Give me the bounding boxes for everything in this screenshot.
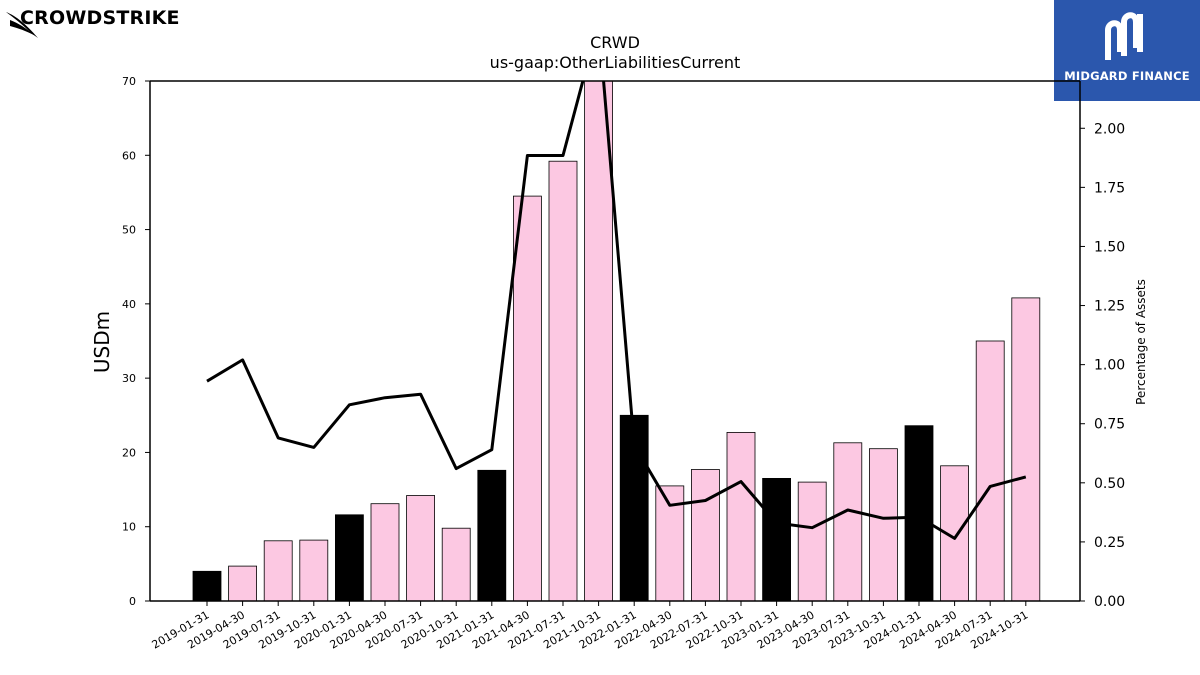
chart-title: CRWD (590, 33, 640, 52)
chart-subtitle: us-gaap:OtherLiabilitiesCurrent (490, 53, 741, 72)
y-tick-label: 20 (122, 446, 136, 459)
bar-2019-10-31 (299, 539, 329, 601)
bar-2020-07-31 (406, 495, 436, 601)
bar-2019-04-30 (228, 565, 258, 601)
bar-2021-07-31 (548, 160, 578, 601)
y2-tick-label: 0.25 (1094, 535, 1125, 551)
y-tick-label: 0 (129, 595, 136, 608)
y2-tick-label: 1.50 (1094, 239, 1125, 255)
midgard-finance-logo: MIDGARD FINANCE (1054, 0, 1200, 101)
bar-2020-01-31 (334, 514, 364, 601)
midgard-monogram-icon (1105, 12, 1143, 60)
crowdstrike-wordmark: CROWDSTRIKE (20, 7, 180, 29)
bar-2024-10-31 (1011, 297, 1041, 601)
y-tick-label: 70 (122, 75, 136, 88)
y2-tick-label: 0.00 (1094, 594, 1125, 610)
bar-2019-01-31 (192, 570, 222, 601)
y-tick-label: 30 (122, 372, 136, 385)
bar-2023-01-31 (762, 477, 791, 601)
y2-tick-label: 1.00 (1094, 358, 1125, 374)
bar-series (192, 81, 1041, 601)
bar-2023-07-31 (833, 442, 863, 601)
midgard-finance-wordmark: MIDGARD FINANCE (1064, 69, 1190, 83)
y-tick-label: 40 (122, 298, 136, 311)
y-tick-label: 10 (122, 521, 136, 534)
falcon-icon (6, 12, 38, 38)
percentage-line (206, 81, 1027, 540)
crowdstrike-logo: CROWDSTRIKE (4, 4, 180, 40)
bar-2019-07-31 (263, 540, 293, 601)
bar-2023-04-30 (797, 481, 827, 601)
bar-2021-01-31 (477, 469, 507, 601)
bar-2023-10-31 (869, 448, 898, 601)
y2-tick-label: 2.00 (1094, 121, 1125, 137)
bar-2020-04-30 (370, 503, 400, 601)
y2-tick-label: 0.75 (1094, 417, 1125, 433)
y2-tick-label: 0.50 (1094, 476, 1125, 492)
y2-tick-label: 1.75 (1094, 180, 1125, 196)
y2-axis-label: Percentage of Assets (1134, 279, 1148, 405)
line-series (206, 81, 1027, 540)
bar-2021-04-30 (513, 195, 542, 601)
bar-2022-07-31 (691, 469, 720, 601)
y-tick-label: 50 (122, 224, 136, 237)
bar-2021-10-31 (584, 81, 613, 601)
y2-tick-label: 1.25 (1094, 299, 1125, 315)
bar-2022-10-31 (726, 431, 756, 601)
bar-2024-07-31 (975, 340, 1005, 601)
bar-2024-01-31 (904, 425, 934, 601)
y-axis-label: USDm (90, 311, 114, 373)
y-tick-label: 60 (122, 149, 136, 162)
bar-2020-10-31 (441, 527, 471, 601)
